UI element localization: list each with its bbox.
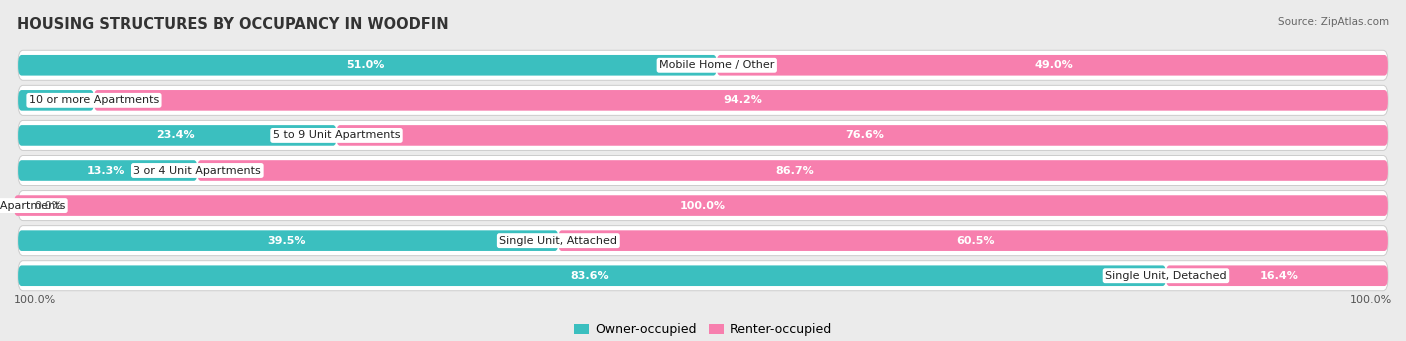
Text: 16.4%: 16.4% xyxy=(1260,271,1298,281)
FancyBboxPatch shape xyxy=(18,191,1388,221)
Text: 10 or more Apartments: 10 or more Apartments xyxy=(30,95,159,105)
FancyBboxPatch shape xyxy=(18,155,1388,186)
Text: 100.0%: 100.0% xyxy=(1350,295,1392,305)
FancyBboxPatch shape xyxy=(197,160,1388,181)
FancyBboxPatch shape xyxy=(14,195,1388,216)
Text: 5 to 9 Unit Apartments: 5 to 9 Unit Apartments xyxy=(273,130,401,140)
Text: 2 Unit Apartments: 2 Unit Apartments xyxy=(0,201,65,211)
Text: Source: ZipAtlas.com: Source: ZipAtlas.com xyxy=(1278,17,1389,27)
FancyBboxPatch shape xyxy=(18,55,717,76)
Text: 60.5%: 60.5% xyxy=(956,236,994,246)
Text: 100.0%: 100.0% xyxy=(681,201,725,211)
Legend: Owner-occupied, Renter-occupied: Owner-occupied, Renter-occupied xyxy=(568,318,838,341)
Text: 86.7%: 86.7% xyxy=(775,165,814,176)
FancyBboxPatch shape xyxy=(18,90,94,111)
FancyBboxPatch shape xyxy=(18,265,1166,286)
Text: 100.0%: 100.0% xyxy=(14,295,56,305)
FancyBboxPatch shape xyxy=(18,50,1388,80)
Text: Single Unit, Attached: Single Unit, Attached xyxy=(499,236,617,246)
Text: 13.3%: 13.3% xyxy=(87,165,125,176)
FancyBboxPatch shape xyxy=(18,125,336,146)
FancyBboxPatch shape xyxy=(18,226,1388,256)
FancyBboxPatch shape xyxy=(18,85,1388,115)
FancyBboxPatch shape xyxy=(1166,265,1388,286)
Text: 23.4%: 23.4% xyxy=(156,130,194,140)
FancyBboxPatch shape xyxy=(717,55,1388,76)
FancyBboxPatch shape xyxy=(18,230,558,251)
Text: Mobile Home / Other: Mobile Home / Other xyxy=(659,60,775,70)
Text: Single Unit, Detached: Single Unit, Detached xyxy=(1105,271,1227,281)
FancyBboxPatch shape xyxy=(18,261,1388,291)
Text: 94.2%: 94.2% xyxy=(724,95,762,105)
FancyBboxPatch shape xyxy=(336,125,1388,146)
Text: 51.0%: 51.0% xyxy=(346,60,385,70)
FancyBboxPatch shape xyxy=(18,160,197,181)
Text: HOUSING STRUCTURES BY OCCUPANCY IN WOODFIN: HOUSING STRUCTURES BY OCCUPANCY IN WOODF… xyxy=(17,17,449,32)
FancyBboxPatch shape xyxy=(18,120,1388,150)
Text: 83.6%: 83.6% xyxy=(571,271,609,281)
Text: 39.5%: 39.5% xyxy=(267,236,305,246)
Text: 3 or 4 Unit Apartments: 3 or 4 Unit Apartments xyxy=(134,165,262,176)
FancyBboxPatch shape xyxy=(94,90,1388,111)
Text: 5.8%: 5.8% xyxy=(52,95,80,105)
Text: 0.0%: 0.0% xyxy=(34,201,62,211)
Text: 76.6%: 76.6% xyxy=(845,130,883,140)
Text: 49.0%: 49.0% xyxy=(1035,60,1074,70)
FancyBboxPatch shape xyxy=(558,230,1388,251)
